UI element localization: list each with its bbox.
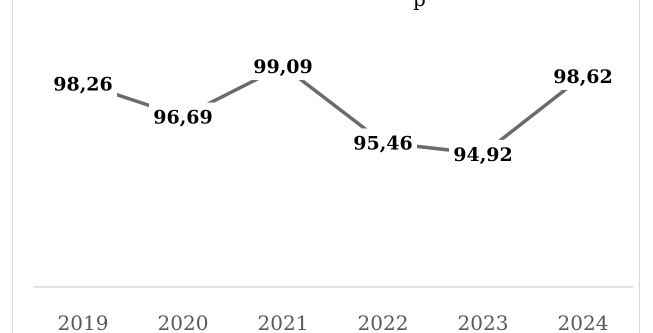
x-tick-label: 2021 [258, 311, 309, 333]
x-tick-layer: 2019 2020 2021 2022 2023 2024 [58, 311, 609, 333]
data-label-background [449, 139, 517, 168]
x-tick-label: 2022 [358, 311, 409, 333]
data-label: 94,92 [453, 144, 513, 166]
title-fragment-group: p [413, 0, 426, 11]
x-tick-label: 2019 [58, 311, 109, 333]
data-label: 98,62 [553, 66, 613, 88]
data-label-background [349, 128, 417, 157]
x-tick-label: 2023 [458, 311, 509, 333]
data-label-background [549, 61, 617, 90]
x-tick-label: 2024 [558, 311, 609, 333]
data-label: 98,26 [53, 74, 113, 96]
data-label: 95,46 [353, 132, 413, 154]
data-label-background [49, 69, 117, 98]
data-label-background [149, 102, 217, 131]
x-tick-label: 2020 [158, 311, 209, 333]
data-label: 96,69 [153, 107, 213, 129]
chart-title-fragment: p [413, 0, 426, 11]
data-label: 99,09 [253, 56, 313, 78]
chart-frame [12, 0, 640, 333]
data-label-background [249, 52, 317, 81]
data-label-layer: 98,26 96,69 99,09 95,46 94,92 98,62 [49, 52, 617, 168]
